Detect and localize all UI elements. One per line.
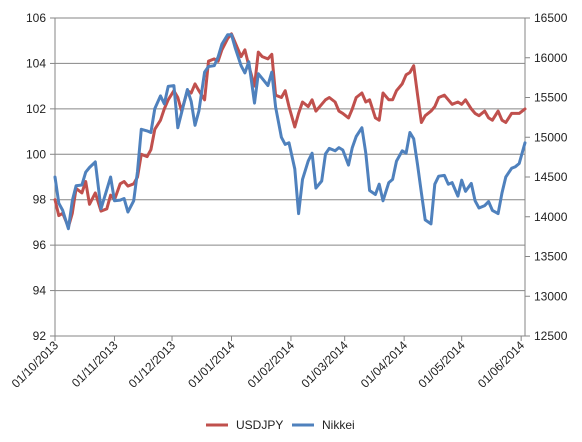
y-left-tick-label: 102 bbox=[26, 102, 46, 116]
x-tick-label: 01/05/2014 bbox=[415, 338, 468, 391]
y-axis-left: 92 94 96 98 100 102 104 106 bbox=[26, 11, 55, 343]
y-right-tick-label: 14000 bbox=[534, 210, 568, 224]
y-left-tick-label: 92 bbox=[33, 329, 47, 343]
y-right-tick-label: 14500 bbox=[534, 170, 568, 184]
y-left-tick-label: 100 bbox=[26, 147, 46, 161]
x-tick-label: 01/02/2014 bbox=[245, 338, 298, 391]
x-tick-label: 01/06/2014 bbox=[475, 338, 528, 391]
series-line-nikkei bbox=[53, 33, 527, 231]
x-axis: 01/10/2013 01/11/2013 01/12/2013 01/01/2014… bbox=[9, 336, 528, 391]
y-left-tick-label: 106 bbox=[26, 11, 46, 25]
x-tick-label: 01/03/2014 bbox=[298, 338, 351, 391]
y-left-tick-label: 98 bbox=[33, 193, 47, 207]
x-tick-label: 01/04/2014 bbox=[358, 338, 411, 391]
plot-area bbox=[54, 17, 526, 337]
legend-label-usdjpy: USDJPY bbox=[236, 418, 283, 432]
y-left-tick-label: 104 bbox=[26, 56, 46, 70]
x-tick-label: 01/01/2014 bbox=[185, 338, 238, 391]
y-right-tick-label: 16000 bbox=[534, 51, 568, 65]
legend: USDJPY Nikkei bbox=[206, 418, 355, 432]
y-right-tick-label: 16500 bbox=[534, 11, 568, 25]
y-right-tick-label: 12500 bbox=[534, 329, 568, 343]
y-axis-right: 12500 13000 13500 14000 14500 15000 15500 16000… bbox=[525, 11, 568, 343]
legend-label-nikkei: Nikkei bbox=[322, 418, 355, 432]
y-right-tick-label: 15500 bbox=[534, 91, 568, 105]
y-left-tick-label: 96 bbox=[33, 238, 47, 252]
y-right-tick-label: 13000 bbox=[534, 289, 568, 303]
series-lines bbox=[53, 32, 527, 231]
x-tick-label: 01/11/2013 bbox=[69, 338, 121, 390]
x-tick-label: 01/12/2013 bbox=[126, 338, 179, 391]
y-right-tick-label: 13500 bbox=[534, 250, 568, 264]
gridlines bbox=[55, 17, 525, 337]
x-tick-label: 01/10/2013 bbox=[9, 338, 62, 391]
y-right-tick-label: 15000 bbox=[534, 130, 568, 144]
y-left-tick-label: 94 bbox=[33, 284, 47, 298]
